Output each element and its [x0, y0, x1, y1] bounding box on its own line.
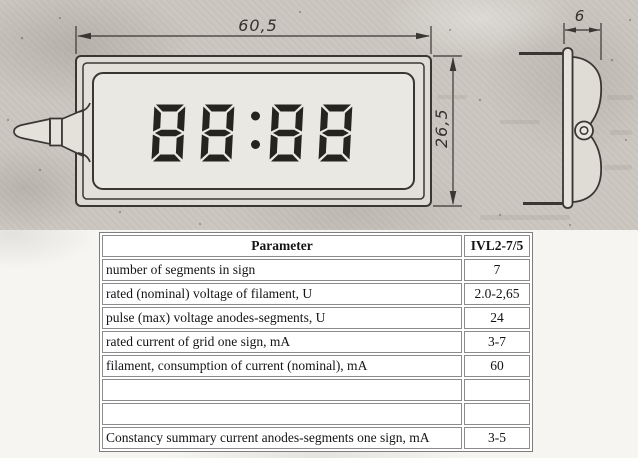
model-header-cell: IVL2-7/5: [464, 235, 530, 257]
param-cell: filament, consumption of current (nomina…: [102, 355, 462, 377]
table-row: filament, consumption of current (nomina…: [102, 355, 530, 377]
value-cell: 60: [464, 355, 530, 377]
value-cell-empty: [464, 379, 530, 401]
table-row: number of segments in sign 7: [102, 259, 530, 281]
param-cell: number of segments in sign: [102, 259, 462, 281]
technical-drawing-area: 60,5 26,5: [0, 0, 638, 230]
table-row: rated (nominal) voltage of filament, U 2…: [102, 283, 530, 305]
vfd-technical-drawing: 60,5 26,5: [6, 7, 633, 227]
side-view: [519, 47, 603, 209]
spec-table-area: Parameter IVL2-7/5 number of segments in…: [0, 230, 638, 458]
table-row: rated current of grid one sign, mA 3-7: [102, 331, 530, 353]
table-row-empty: [102, 379, 530, 401]
param-cell: rated current of grid one sign, mA: [102, 331, 462, 353]
colon: [251, 111, 260, 149]
front-view: [75, 55, 432, 207]
value-cell: 24: [464, 307, 530, 329]
exhaust-tip: [13, 102, 91, 163]
param-cell-empty: [102, 403, 462, 425]
value-cell-empty: [464, 403, 530, 425]
param-cell-empty: [102, 379, 462, 401]
param-header-cell: Parameter: [102, 235, 462, 257]
value-cell: 3-5: [464, 427, 530, 449]
param-cell: rated (nominal) voltage of filament, U: [102, 283, 462, 305]
dim-depth-label: 6: [575, 7, 586, 25]
header-row: Parameter IVL2-7/5: [102, 235, 530, 257]
table-row: Constancy summary current anodes-segment…: [102, 427, 530, 449]
dim-height-label: 26,5: [432, 108, 451, 148]
table-row-empty: [102, 403, 530, 425]
display-window: [92, 72, 415, 190]
value-cell: 2.0-2,65: [464, 283, 530, 305]
value-cell: 7: [464, 259, 530, 281]
table-row: pulse (max) voltage anodes-segments, U 2…: [102, 307, 530, 329]
seven-segment-display: [151, 104, 353, 162]
dimension-width: 60,5: [75, 16, 432, 54]
side-faceplate: [562, 47, 574, 209]
param-cell: pulse (max) voltage anodes-segments, U: [102, 307, 462, 329]
dim-width-label: 60,5: [238, 16, 278, 35]
exhaust-tip-end-outer: [574, 120, 594, 141]
param-cell: Constancy summary current anodes-segment…: [102, 427, 462, 449]
spec-table: Parameter IVL2-7/5 number of segments in…: [99, 232, 533, 452]
scan-noise: [6, 10, 633, 227]
value-cell: 3-7: [464, 331, 530, 353]
exhaust-tip-end-inner: [579, 125, 589, 136]
dimension-height: 26,5: [432, 55, 462, 207]
dimension-depth: 6: [563, 7, 602, 60]
